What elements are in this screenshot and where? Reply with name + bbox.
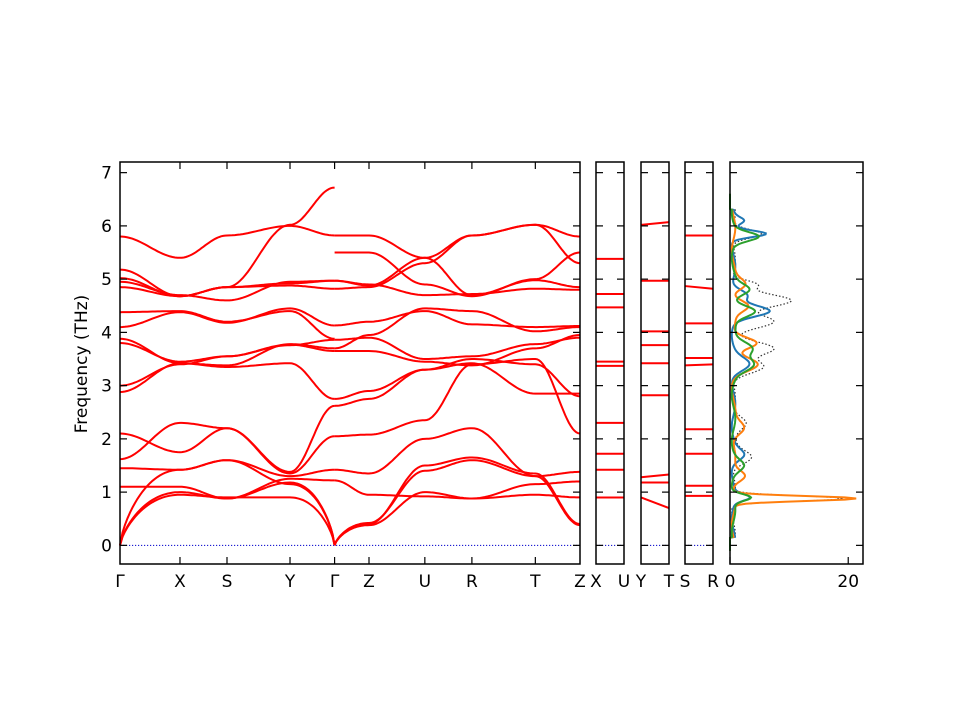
path-yt-band-8 xyxy=(640,221,670,226)
branch-gxsyg-band-12 xyxy=(119,310,335,340)
path-sr-band-4 xyxy=(684,363,714,367)
main-x-label-6: U xyxy=(419,572,431,592)
path-sr-frame xyxy=(684,161,714,565)
path-yt-x-label-1: T xyxy=(663,572,675,592)
dos-series-3 xyxy=(729,193,761,551)
branch-zurtz-band-0 xyxy=(333,491,580,546)
y-tick-label-6: 6 xyxy=(101,217,112,237)
branch-gxsyg-band-10 xyxy=(119,337,335,367)
main-x-label-0: Γ xyxy=(115,572,125,592)
branch-gxsyg-band-16 xyxy=(119,224,335,259)
branch-gxsyg-band-11 xyxy=(119,307,335,329)
branch-gxsyg-band-4 xyxy=(120,459,335,478)
dos-x-tick-label-1: 20 xyxy=(837,572,859,592)
branch-gxsyg-band-5 xyxy=(119,421,335,475)
main-x-label-1: X xyxy=(174,572,186,592)
path-yt-band-0 xyxy=(640,496,670,510)
main-x-label-7: R xyxy=(466,572,478,592)
path-yt-x-label-0: Y xyxy=(635,572,647,592)
y-tick-label-2: 2 xyxy=(101,430,112,450)
path-sr-x-label-0: S xyxy=(680,572,691,592)
branch-zurtz-band-13 xyxy=(334,279,580,297)
main-x-label-2: S xyxy=(222,572,233,592)
branch-gxsyg-band-17 xyxy=(119,186,335,298)
branch-zurtz-band-2 xyxy=(333,456,581,546)
path-yt-band-2 xyxy=(640,473,670,479)
branch-gxsyg-band-6 xyxy=(119,404,335,473)
dos-series-0 xyxy=(729,193,844,551)
path-xu-frame xyxy=(595,161,625,565)
path-sr-x-label-1: R xyxy=(707,572,719,592)
main-x-label-9: Z xyxy=(574,572,586,592)
y-tick-label-0: 0 xyxy=(101,536,112,556)
branch-zurtz-band-6 xyxy=(334,358,581,407)
branch-gxsyg-band-3 xyxy=(120,477,335,500)
main-x-label-4: Γ xyxy=(330,572,340,592)
path-sr-band-7 xyxy=(684,285,714,290)
main-x-label-8: T xyxy=(529,572,541,592)
y-tick-label-7: 7 xyxy=(101,164,112,184)
branch-zurtz-band-16 xyxy=(334,251,581,298)
path-xu-x-label-1: U xyxy=(618,572,630,592)
path-yt-frame xyxy=(640,161,670,565)
branch-zurtz-band-14 xyxy=(334,223,580,290)
branch-zurtz-band-8 xyxy=(334,336,580,360)
branch-gxsyg-band-7 xyxy=(119,362,335,400)
branch-zurtz-band-15 xyxy=(334,223,581,265)
branch-gxsyg-band-0 xyxy=(119,493,336,546)
y-tick-label-5: 5 xyxy=(101,270,112,290)
branch-zurtz-band-3 xyxy=(334,479,580,500)
branch-zurtz-band-4 xyxy=(334,427,580,478)
branch-zurtz-band-7 xyxy=(334,362,580,400)
path-main-frame xyxy=(119,161,581,565)
branch-gxsyg-band-1 xyxy=(119,481,336,546)
main-x-label-3: Y xyxy=(284,572,296,592)
y-tick-label-1: 1 xyxy=(101,483,112,503)
path-xu-x-label-0: X xyxy=(590,572,602,592)
y-tick-label-4: 4 xyxy=(101,323,112,343)
y-axis-label: Frequency (THz) xyxy=(72,295,92,434)
branch-zurtz-band-10 xyxy=(334,307,580,350)
dos-frame xyxy=(729,161,864,565)
y-tick-label-3: 3 xyxy=(101,377,112,397)
main-x-label-5: Z xyxy=(363,572,375,592)
branch-zurtz-band-9 xyxy=(334,334,581,367)
branch-zurtz-band-11 xyxy=(334,310,580,329)
dos-x-tick-label-0: 0 xyxy=(725,572,736,592)
branch-zurtz-band-5 xyxy=(334,358,581,438)
